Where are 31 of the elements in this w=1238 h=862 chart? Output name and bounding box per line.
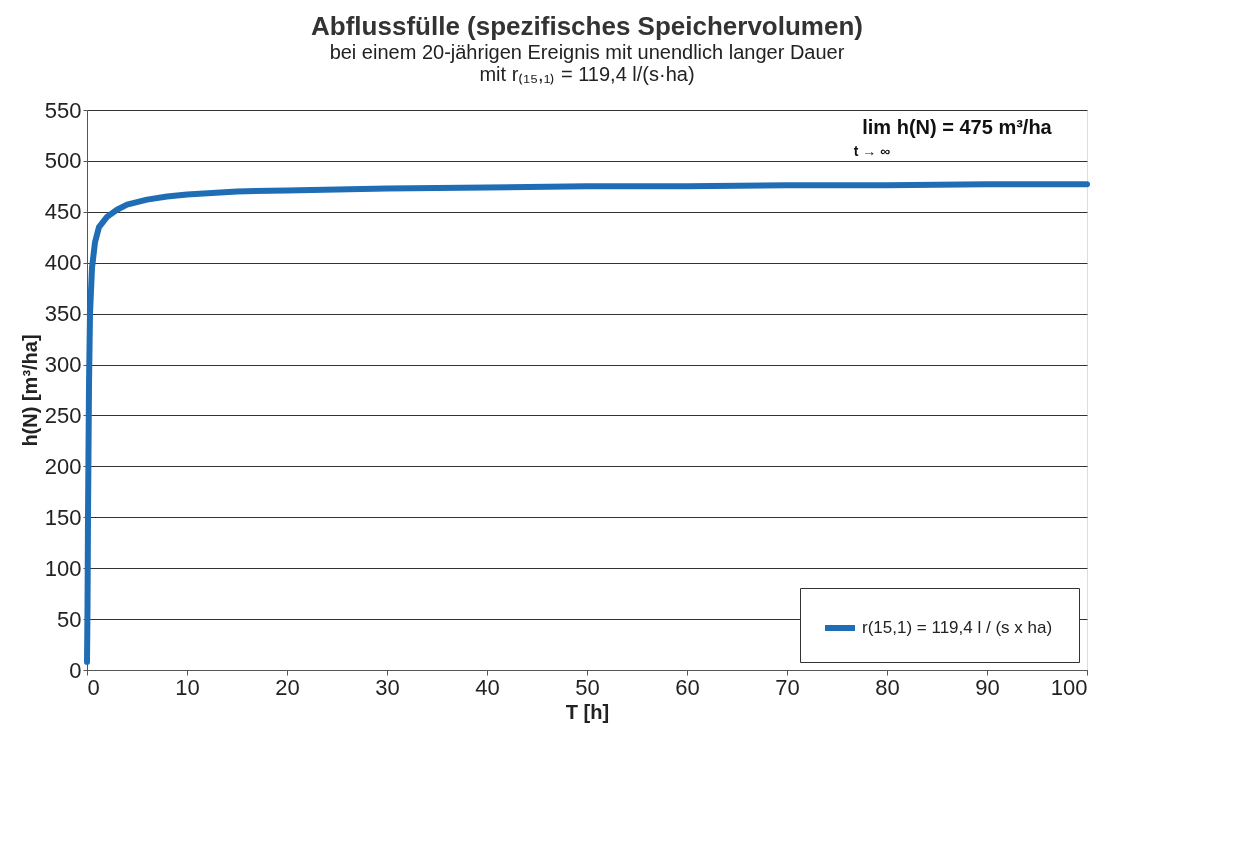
x-tick-label: 30: [375, 674, 400, 700]
y-axis-title: h(N) [m³/ha]: [18, 334, 41, 447]
text: bei einem 20-jährigen Ereignis mit unendlich langer Dauer: [329, 41, 845, 63]
x-tick-label: 20: [275, 674, 300, 700]
x-tick-label: 100: [1050, 674, 1088, 700]
annotation: t → ∞: [853, 143, 891, 159]
x-tick-label: 10: [175, 674, 200, 700]
x-tick-label: 40: [475, 674, 500, 700]
y-tick-label: 200: [44, 453, 82, 479]
y-tick-label: 0: [69, 657, 82, 683]
text: mit r₍₁₅,₁₎ = 119,4 l/(s·ha): [479, 63, 695, 85]
y-tick-label: 50: [57, 606, 82, 632]
x-tick-label: 0: [87, 674, 100, 700]
y-tick-label: 300: [44, 352, 82, 378]
y-tick-label: 100: [44, 555, 82, 581]
y-tick-label: 400: [44, 250, 82, 276]
y-tick-label: 350: [44, 301, 82, 327]
legend-label: r(15,1) = 119,4 l / (s x ha): [862, 618, 1053, 637]
y-tick-label: 550: [44, 97, 82, 123]
x-tick-label: 70: [775, 674, 800, 700]
y-tick-label: 250: [44, 402, 82, 428]
y-tick-label: 500: [44, 148, 82, 174]
x-tick-label: 80: [875, 674, 900, 700]
chart-title: Abflussfülle (spezifisches Speichervolumen): [311, 11, 863, 41]
y-tick-label: 450: [44, 199, 82, 225]
x-tick-label: 60: [675, 674, 700, 700]
x-tick-label: 90: [975, 674, 1000, 700]
x-axis-title: T [h]: [565, 700, 610, 723]
y-tick-label: 150: [44, 504, 82, 530]
annotation: lim h(N) = 475 m³/ha: [862, 116, 1053, 138]
x-tick-label: 50: [575, 674, 600, 700]
